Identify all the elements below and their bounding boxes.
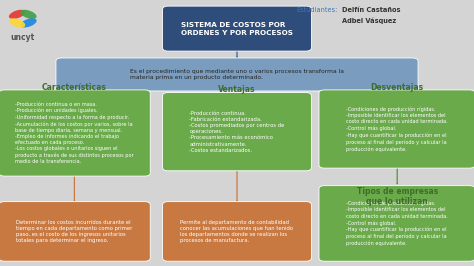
Text: -Producción continua.
-Fabricación estandarizada.
-Costos promediados por centro: -Producción continua. -Fabricación estan… — [189, 111, 285, 153]
Ellipse shape — [20, 18, 36, 27]
FancyBboxPatch shape — [0, 202, 150, 261]
Text: Es el procedimiento que mediante uno o varios procesos transforma la
materia pri: Es el procedimiento que mediante uno o v… — [130, 69, 344, 80]
Text: SISTEMA DE COSTOS POR
ÓRDENES Y POR PROCESOS: SISTEMA DE COSTOS POR ÓRDENES Y POR PROC… — [181, 22, 293, 36]
Text: uncyt: uncyt — [10, 33, 35, 42]
Text: -Condiciones de producción rígidas.
-Imposible identificar los elementos del
cos: -Condiciones de producción rígidas. -Imp… — [346, 201, 448, 246]
Text: Permite al departamento de contabilidad
conocer las acumulaciones que han tenido: Permite al departamento de contabilidad … — [181, 220, 293, 243]
Text: Estudiantes:: Estudiantes: — [296, 7, 337, 13]
Text: Adbel Vásquez: Adbel Vásquez — [342, 17, 396, 24]
FancyBboxPatch shape — [56, 58, 418, 91]
Text: Objetivo: Objetivo — [56, 203, 93, 213]
FancyBboxPatch shape — [163, 202, 311, 261]
Text: Desventajas: Desventajas — [371, 83, 424, 92]
Text: Ventajas: Ventajas — [218, 85, 256, 94]
FancyBboxPatch shape — [319, 186, 474, 261]
Text: -Condiciones de producción rígidas.
-Imposible identificar los elementos del
cos: -Condiciones de producción rígidas. -Imp… — [346, 106, 448, 152]
Text: Delfín Castaños: Delfín Castaños — [342, 7, 401, 13]
Text: Tipos de empresas
que lo utilizan: Tipos de empresas que lo utilizan — [356, 187, 438, 206]
FancyBboxPatch shape — [0, 90, 150, 176]
FancyBboxPatch shape — [163, 93, 311, 171]
Ellipse shape — [9, 10, 25, 19]
Text: Determinar los costos incurridos durante el
tiempo en cada departamento como pri: Determinar los costos incurridos durante… — [17, 220, 133, 243]
Ellipse shape — [20, 10, 36, 19]
FancyBboxPatch shape — [163, 6, 311, 51]
Text: Características: Características — [42, 83, 107, 92]
Text: Importancia: Importancia — [211, 203, 263, 213]
Text: -Producción continua o en masa.
-Producción en unidades iguales.
-Uniformidad re: -Producción continua o en masa. -Producc… — [15, 102, 134, 164]
Ellipse shape — [9, 18, 25, 27]
FancyBboxPatch shape — [319, 90, 474, 168]
